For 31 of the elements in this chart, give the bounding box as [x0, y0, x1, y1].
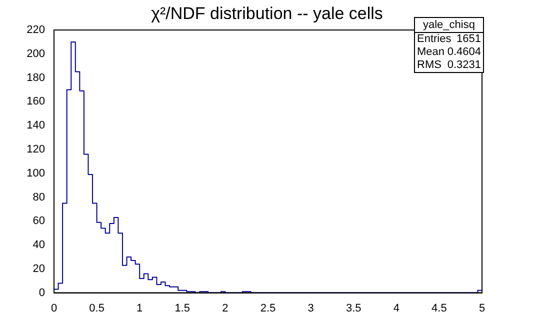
annotation: 0.3231	[447, 59, 481, 72]
x-tick-label: 1	[136, 302, 143, 314]
x-tick-label: 3.5	[346, 302, 362, 314]
annotation: 1651	[456, 33, 481, 46]
y-tick-label: 20	[32, 262, 45, 275]
y-tick-label: 100	[26, 167, 45, 180]
y-tick-label: 80	[32, 191, 45, 204]
chart-title: χ²/NDF distribution -- yale cells	[151, 4, 383, 23]
y-tick-label: 180	[26, 72, 45, 84]
x-tick-label: 4	[393, 302, 400, 314]
annotation: Entries	[417, 33, 452, 46]
annotation: RMS	[417, 59, 442, 72]
y-tick-label: 40	[32, 239, 45, 252]
y-tick-label: 220	[26, 24, 45, 36]
x-tick-label: 3	[308, 302, 314, 314]
annotation: 0.4604	[447, 46, 481, 59]
x-tick-label: 2.5	[260, 302, 276, 314]
annotation: Mean	[417, 46, 445, 59]
y-tick-label: 140	[26, 120, 45, 132]
y-tick-label: 0	[38, 286, 45, 299]
y-tick-label: 200	[26, 48, 45, 60]
y-tick-label: 160	[26, 96, 45, 108]
x-tick-label: 5	[478, 302, 486, 314]
x-tick-label: 0	[50, 302, 58, 314]
annotation: yale_chisq	[415, 18, 483, 33]
x-tick-label: 2	[222, 302, 228, 314]
x-tick-label: 0.5	[89, 302, 104, 314]
y-tick-label: 120	[26, 143, 45, 156]
y-tick-label: 60	[32, 215, 45, 228]
x-tick-label: 4.5	[432, 302, 447, 314]
x-tick-label: 1.5	[174, 302, 190, 314]
